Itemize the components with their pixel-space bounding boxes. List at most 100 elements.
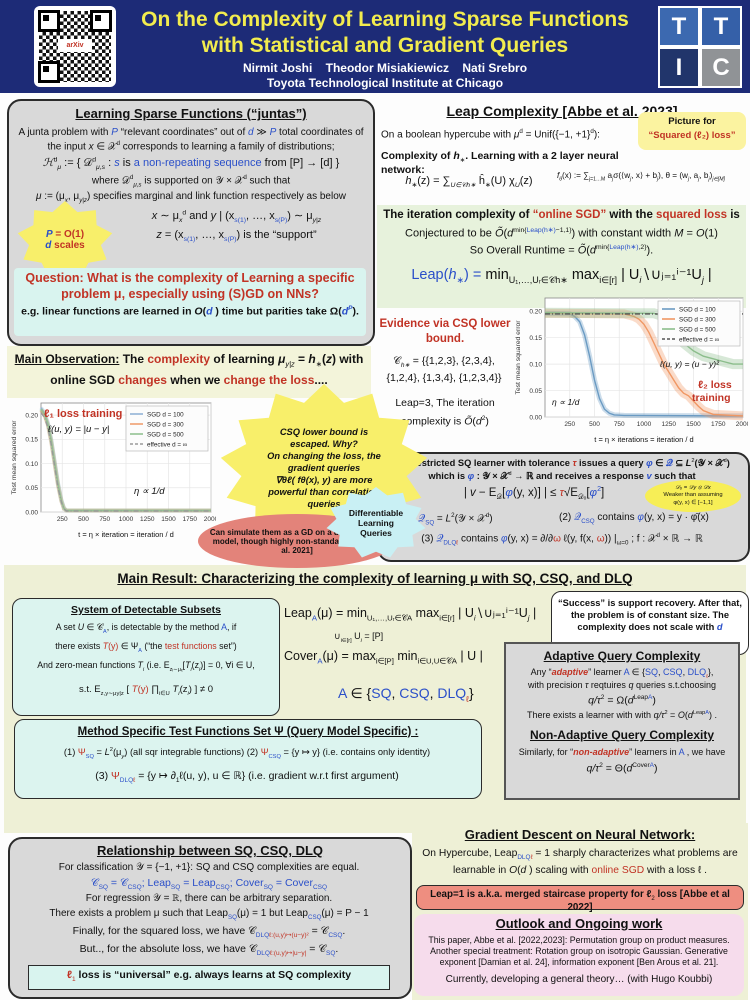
- success-bubble-text: “Success” is support recovery. After tha…: [558, 598, 742, 633]
- svg-text:Test mean squared error: Test mean squared error: [11, 420, 18, 495]
- svg-text:SGD d = 100: SGD d = 100: [147, 411, 184, 418]
- burst-line: ∇θℓ( fθ(x), y) are more: [275, 475, 373, 486]
- relationship-line4: There exists a problem μ such that LeapS…: [49, 908, 369, 921]
- svg-text:500: 500: [589, 421, 600, 428]
- note-line3: φ(y, x) ∈ [−1,1]: [673, 499, 713, 506]
- svg-text:t = η × iterations = iteration: t = η × iterations = iteration / d: [594, 435, 693, 444]
- cover-a-formula: CoverA(μ) = maxi∈[P] mini∈U,U∈𝒞A | U |: [284, 649, 483, 666]
- juntas-formula-family: ℋdμ := { 𝒟dμ,s : s is a non-repeating se…: [42, 156, 340, 172]
- chart-loss-title-line2: training: [692, 392, 731, 404]
- outlook-line1: This paper, Abbe et al. [2022,2023]: Per…: [428, 935, 730, 945]
- nonadaptive-line: Similarly, for “non-adaptive” learners i…: [518, 747, 726, 757]
- detectable-line2: there exists T(y) ∈ ΨA (“the test functi…: [55, 641, 237, 654]
- juntas-formula-mu: μ := (μx, μy|z) specifies marginal and l…: [36, 191, 346, 204]
- adaptive-line1b: with precision τ reqtuires q queries s.t…: [528, 680, 716, 690]
- relationship-line3: For regression 𝒴 = ℝ, there can be arbit…: [85, 893, 333, 904]
- svg-text:SGD d = 300: SGD d = 300: [147, 421, 184, 428]
- nonadaptive-title: Non-Adaptive Query Complexity: [529, 728, 715, 742]
- logo-tile-c: C: [702, 49, 740, 86]
- question-text: Question: What is the complexity of Lear…: [25, 271, 355, 301]
- header: On the Complexity of Learning Sparse Fun…: [0, 0, 750, 93]
- question-example: e.g. linear functions are learned in O(d…: [21, 305, 359, 318]
- outlook-box: Outlook and Ongoing work This paper, Abb…: [414, 914, 744, 996]
- svg-text:effective d = ∞: effective d = ∞: [147, 441, 188, 448]
- sq-learner-line1: A 𝒬-restricted SQ learner with tolerance…: [394, 458, 730, 469]
- leap-a-formula: LeapA(μ) = minU₁,…,Uᵣ∈𝒞A maxi∈[r] | Ui∖∪…: [284, 606, 537, 623]
- burst-line: escaped. Why?: [290, 438, 358, 449]
- poster-title-line1: On the Complexity of Learning Sparse Fun…: [141, 8, 629, 31]
- outlook-title: Outlook and Ongoing work: [495, 916, 663, 931]
- leap-section-title: Leap Complexity [Abbe et al. 2023]: [446, 103, 678, 119]
- svg-text:SGD d = 100: SGD d = 100: [679, 306, 716, 313]
- chart-loss-formula: ℓ(u, y) = |u − y|: [48, 424, 110, 435]
- svg-text:SGD d = 300: SGD d = 300: [679, 316, 716, 323]
- burst-line: Learning: [358, 517, 394, 528]
- h-star-formula: h∗(z) = ∑U∈𝒞h∗ ĥ∗(U) χU(z): [405, 175, 533, 190]
- test-functions-item3: (3) ΨDLQℓ = {y ↦ ∂1ℓ(u, y), u ∈ ℝ} (i.e.…: [95, 770, 399, 785]
- svg-text:1250: 1250: [662, 421, 677, 428]
- detectable-subsets-box: System of Detectable Subsets A set U ∈ 𝒞…: [12, 598, 280, 716]
- method-set-line: A ∈ {SQ, CSQ, DLQℓ}: [338, 685, 474, 704]
- test-functions-items12: (1) ΨSQ = L2(μy) (all sqr integrable fun…: [63, 747, 431, 760]
- svg-text:1250: 1250: [140, 516, 155, 523]
- author-2: Theodor Misiakiewicz: [325, 61, 450, 75]
- gd-simulation-text: Can simulate them as a GD on a different…: [209, 527, 385, 555]
- question-box: Question: What is the complexity of Lear…: [14, 268, 366, 336]
- query-class-csq: (2) 𝒬CSQ contains φ(y, x) = y · φ̄(x): [559, 512, 709, 525]
- l1-loss-chart: 0.00 0.05 0.10 0.15 0.20 250 500 750 1000 1250 150…: [8, 398, 219, 540]
- author-3: Nati Srebro: [462, 61, 528, 75]
- logo-tile-t2: T: [702, 8, 740, 45]
- relationship-title: Relationship between SQ, CSQ, DLQ: [96, 843, 324, 858]
- f-theta-formula: fθ(x) := ∑j=1…M ajσ(⟨wj, x⟩ + bj), θ = (…: [557, 171, 725, 183]
- merged-staircase-banner: Leap=1 is a.k.a. merged staircase proper…: [416, 885, 744, 913]
- svg-text:effective d = ∞: effective d = ∞: [679, 336, 720, 343]
- relationship-line1: For classification 𝒴 = {−1, +1}: SQ and …: [58, 862, 360, 873]
- svg-text:1750: 1750: [183, 516, 198, 523]
- adaptive-line1: Any “adaptive” learner A ∈ {SQ, CSQ, DLQ…: [530, 667, 714, 680]
- chart-loss-title-line1: ℓ₂ loss: [698, 379, 732, 391]
- picture-note-line1: Picture for: [668, 116, 716, 127]
- leap-constraint: ∪i∈[r] Ui = [P]: [334, 631, 384, 644]
- leap-definition-formula: Leap(h∗) = minU₁,…,Uᵣ∈𝒞h∗ maxi∈[r] | Ui∖…: [411, 267, 712, 285]
- query-class-dlq: (3) 𝒬DLQℓ contains φ(y, x) = ∂/∂ω ℓ(y, f…: [421, 532, 703, 547]
- chart-eta-annotation: η ∝ 1/d: [134, 486, 165, 497]
- test-functions-title: Method Specific Test Functions Set Ψ (Qu…: [77, 726, 419, 738]
- svg-text:0.10: 0.10: [25, 461, 38, 468]
- chart-loss-formula: ℓ(u, y) = (u − y)²: [660, 359, 719, 369]
- svg-text:Test mean squared error: Test mean squared error: [515, 320, 522, 395]
- burst-line: gradient queries: [287, 462, 361, 473]
- svg-text:250: 250: [57, 516, 68, 523]
- weaker-assumption-note: 𝒟ₒ = 𝒟y ⊗ 𝒟x Weaker than assuming φ(y, x…: [645, 480, 741, 512]
- affiliation: Toyota Technological Institute at Chicag…: [266, 76, 504, 90]
- gd-title: Gradient Descent on Neural Network:: [464, 827, 696, 842]
- svg-text:t = η × iteration = iteration: t = η × iteration = iteration / d: [78, 530, 174, 539]
- ttic-logo: T T I C: [658, 6, 742, 88]
- qr-finder-icon: [38, 10, 60, 32]
- section-learning-sparse-functions: Learning Sparse Functions (“juntas”) A j…: [7, 99, 375, 346]
- evidence-line2: bound.: [425, 333, 465, 345]
- svg-text:0.10: 0.10: [529, 361, 542, 368]
- svg-text:0.00: 0.00: [529, 414, 542, 421]
- l2-loss-chart: 0.00 0.05 0.10 0.15 0.20 250 500 750 1000 1250 150…: [512, 293, 750, 445]
- main-observation-line1: Main Observation: The complexity of lear…: [14, 352, 364, 369]
- svg-text:750: 750: [614, 421, 625, 428]
- svg-text:2000: 2000: [736, 421, 748, 428]
- svg-text:1500: 1500: [161, 516, 176, 523]
- note-line2: Weaker than assuming: [663, 492, 723, 499]
- qr-center-label: arXiv: [58, 39, 92, 52]
- outlook-line3: exponent [Damian et al. 24], information…: [439, 957, 719, 967]
- svg-text:2000: 2000: [204, 516, 216, 523]
- juntas-formula-sampling: x ∼ μxd and y | (xs(1), …, xs(P)) ∼ μy|z: [151, 209, 322, 225]
- svg-text:0.05: 0.05: [25, 485, 38, 492]
- author-1: Nirmit Joshi: [242, 61, 313, 75]
- svg-text:0.20: 0.20: [25, 412, 38, 419]
- svg-text:500: 500: [78, 516, 89, 523]
- burst-line: Queries: [360, 528, 392, 539]
- burst-line: powerful than correlation: [268, 487, 380, 498]
- qr-code: arXiv: [34, 6, 116, 87]
- sgd-conjecture-box: The iteration complexity of “online SGD”…: [377, 205, 746, 308]
- chart-eta-annotation: η ∝ 1/d: [552, 397, 580, 407]
- test-functions-box: Method Specific Test Functions Set Ψ (Qu…: [14, 719, 482, 799]
- plot-canvas: 0.00 0.05 0.10 0.15 0.20 250 500 750 1000 1250 150…: [515, 297, 750, 444]
